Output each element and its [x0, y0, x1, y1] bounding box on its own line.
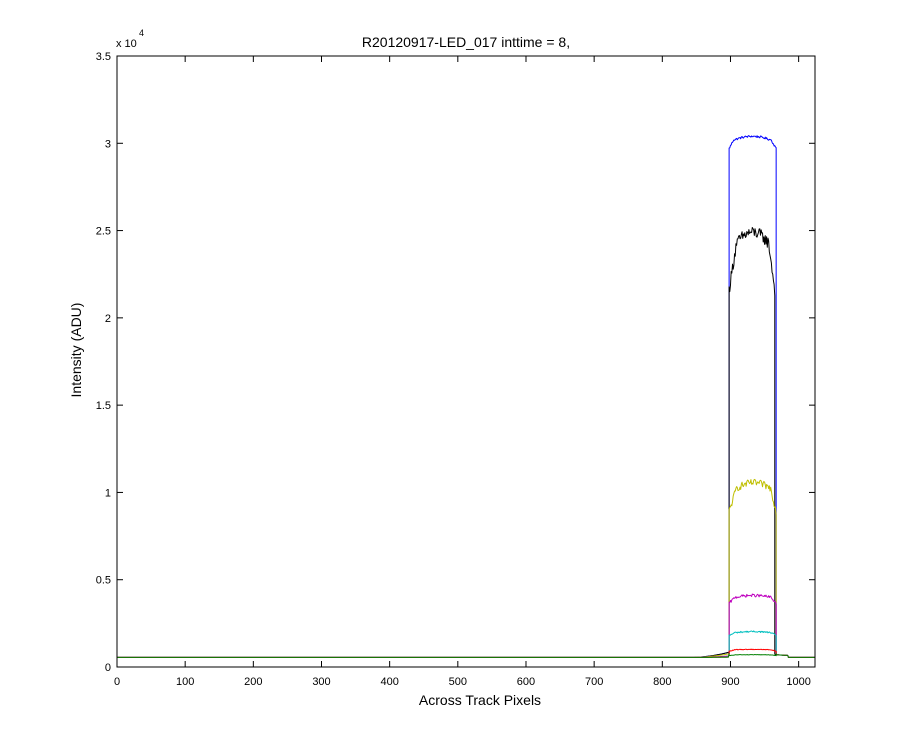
y-tick-label-4: 2: [105, 313, 111, 325]
y-tick-label-1: 0.5: [96, 575, 111, 587]
x-tick-label-4: 400: [380, 676, 398, 688]
x-tick-label-9: 900: [721, 676, 739, 688]
x-tick-label-10: 1000: [786, 676, 810, 688]
x-tick-label-0: 0: [114, 676, 120, 688]
y-tick-label-7: 3.5: [96, 51, 111, 63]
tick-layer: 0 100 200 300 400 500 600 700 800 900 1000 0 0.5 1 1.5…: [96, 51, 815, 688]
x-tick-label-1: 100: [176, 676, 194, 688]
y-tick-label-6: 3: [105, 138, 111, 150]
y-tick-label-0: 0: [105, 662, 111, 674]
x-tick-label-8: 800: [653, 676, 671, 688]
plot-area: [117, 56, 815, 667]
y-tick-label-2: 1: [105, 487, 111, 499]
x-axis-label: Across Track Pixels: [419, 692, 541, 708]
y-axis-label: Intensity (ADU): [68, 303, 84, 398]
x-tick-label-3: 300: [312, 676, 330, 688]
x-tick-label-2: 200: [244, 676, 262, 688]
y-tick-label-3: 1.5: [96, 400, 111, 412]
y-exponent-power: 4: [139, 28, 144, 38]
series-layer: [117, 135, 815, 658]
plot-frame: [116, 55, 816, 668]
x-tick-label-7: 700: [585, 676, 603, 688]
series-line-6: [117, 653, 815, 658]
y-tick-label-5: 2.5: [96, 226, 111, 238]
y-exponent-base: x 10: [116, 38, 137, 50]
x-tick-label-5: 500: [449, 676, 467, 688]
x-tick-label-6: 600: [517, 676, 535, 688]
chart-title: R20120917-LED_017 inttime = 8,: [362, 34, 570, 50]
